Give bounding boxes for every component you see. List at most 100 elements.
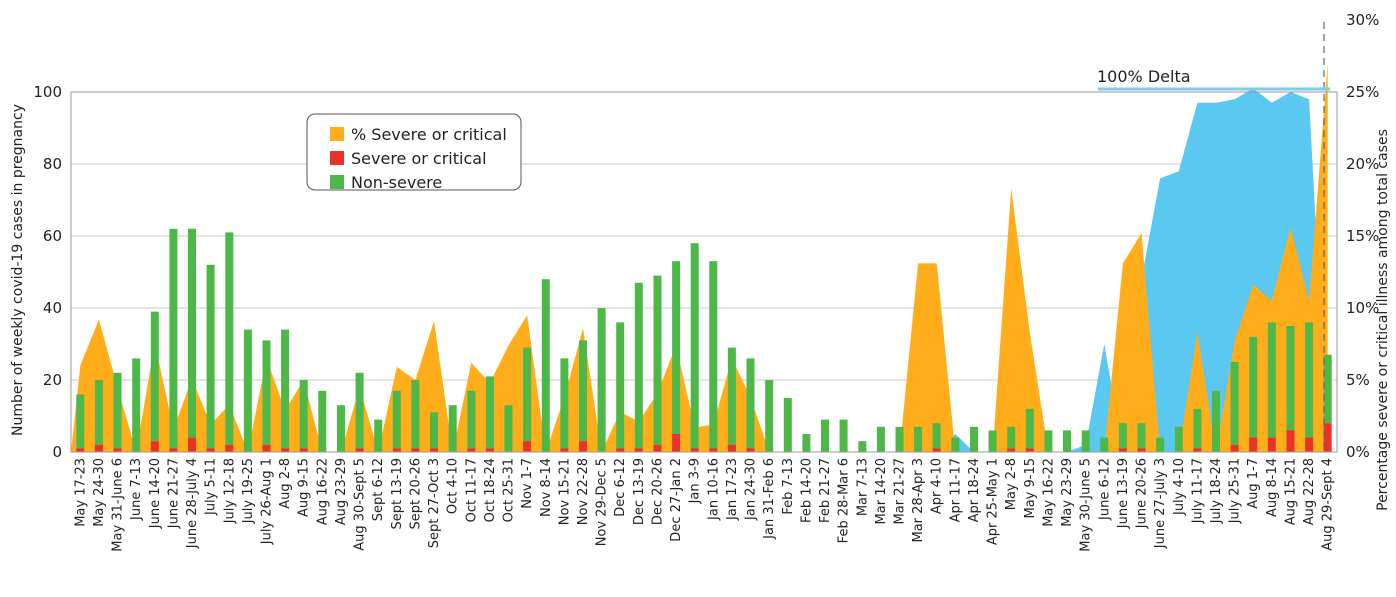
bar-non-severe	[616, 322, 625, 449]
bar-non-severe	[1100, 437, 1109, 452]
x-tick-label: Oct 4-10	[446, 458, 461, 514]
bar-non-severe	[988, 430, 997, 452]
x-tick-label: Nov 29-Dec 5	[595, 458, 610, 546]
bar-non-severe	[430, 412, 438, 449]
bar-non-severe	[1081, 430, 1090, 452]
x-tick-label: Oct 25-31	[502, 458, 517, 522]
bar-non-severe	[374, 419, 383, 452]
bar-non-severe	[132, 358, 141, 452]
bar-severe	[1286, 430, 1295, 452]
bar-non-severe	[411, 380, 420, 449]
bar-non-severe	[281, 329, 290, 449]
bar-non-severe	[653, 275, 662, 445]
bar-severe	[1305, 437, 1314, 452]
x-tick-label: July 26-Aug 1	[260, 458, 275, 545]
x-tick-label: Aug 8-14	[1265, 458, 1280, 517]
x-tick-label: May 16-22	[1041, 458, 1056, 527]
bar-non-severe	[1323, 354, 1332, 424]
x-tick-label: July 12-18	[222, 458, 237, 524]
bar-severe	[523, 441, 532, 452]
bar-non-severe	[858, 441, 867, 452]
x-tick-label: Aug 1-7	[1246, 458, 1261, 509]
right-y-ticks: 0% 5% 10% 15% 20% 25% 30%	[1346, 11, 1379, 461]
bar-severe	[76, 448, 85, 452]
x-tick-label: Jan 31-Feb 6	[762, 458, 777, 540]
bar-non-severe	[1063, 430, 1071, 452]
x-tick-label: Mar 21-27	[893, 458, 908, 524]
legend-label-severe: Severe or critical	[351, 149, 487, 168]
right-y-tick-label: 15%	[1346, 227, 1379, 245]
legend: % Severe or critical Severe or critical …	[306, 113, 522, 192]
bar-non-severe	[709, 261, 718, 449]
right-y-tick-label: 0%	[1346, 443, 1370, 461]
bar-non-severe	[597, 308, 606, 452]
x-tick-label: Jan 3-9	[688, 458, 703, 504]
bar-non-severe	[839, 419, 848, 452]
bar-non-severe	[579, 340, 587, 442]
bar-severe	[727, 444, 736, 452]
bar-non-severe	[1118, 423, 1127, 449]
bar-non-severe	[690, 243, 699, 449]
bar-non-severe	[802, 434, 811, 452]
right-y-tick-label: 5%	[1346, 371, 1370, 389]
x-tick-label: Mar 28-Apr 3	[911, 458, 926, 543]
left-y-tick-label: 20	[43, 371, 62, 389]
x-tick-label: Dec 27-Jan 2	[669, 458, 684, 542]
bar-non-severe	[337, 405, 345, 452]
x-tick-label: July 5-11	[204, 458, 219, 516]
bar-non-severe	[1286, 326, 1295, 431]
legend-swatch-non-severe	[330, 175, 344, 189]
legend-label-non-severe: Non-severe	[351, 173, 442, 192]
bar-non-severe	[1212, 390, 1220, 452]
bar-non-severe	[821, 419, 829, 452]
bar-severe	[150, 441, 159, 452]
right-y-tick-label: 30%	[1346, 11, 1379, 29]
bar-non-severe	[1007, 426, 1016, 449]
x-tick-label: June 28-July 4	[185, 458, 200, 549]
x-tick-label: Aug 9-15	[297, 458, 312, 517]
left-y-tick-label: 60	[43, 227, 62, 245]
x-tick-label: Nov 8-14	[539, 458, 554, 517]
x-tick-label: May 31-June 6	[111, 458, 126, 552]
x-tick-label: Mar 7-13	[855, 458, 870, 516]
bar-non-severe	[541, 279, 550, 452]
bar-severe	[169, 448, 178, 452]
bar-non-severe	[895, 426, 904, 452]
bar-non-severe	[485, 376, 494, 449]
right-y-tick-label: 20%	[1346, 155, 1379, 173]
bar-non-severe	[1305, 322, 1314, 438]
left-y-tick-label: 0	[52, 443, 62, 461]
bar-non-severe	[765, 380, 774, 452]
x-tick-label: Jan 10-16	[706, 458, 721, 521]
x-tick-label: Mar 14-20	[874, 458, 889, 524]
x-tick-label: Aug 16-22	[315, 458, 330, 525]
bar-severe	[299, 448, 308, 452]
bar-non-severe	[150, 311, 159, 442]
bar-severe	[1249, 437, 1258, 452]
bar-severe	[94, 444, 103, 452]
bar-severe	[1137, 448, 1146, 452]
bar-severe	[653, 444, 662, 452]
bar-severe	[430, 448, 438, 452]
x-tick-label: Apr 11-17	[948, 458, 963, 522]
x-tick-label: Aug 22-28	[1302, 458, 1317, 525]
x-tick-label: Feb 7-13	[781, 458, 796, 515]
x-tick-label: Nov 1-7	[520, 458, 535, 509]
bar-non-severe	[169, 228, 178, 449]
bar-non-severe	[318, 390, 327, 452]
x-tick-label: Nov 22-28	[576, 458, 591, 525]
x-tick-label: Aug 15-21	[1284, 458, 1299, 525]
x-tick-label: May 2-8	[1004, 458, 1019, 510]
bar-non-severe	[504, 405, 513, 452]
x-tick-label: Feb 14-20	[799, 458, 814, 523]
bar-non-severe	[1230, 362, 1239, 445]
bar-non-severe	[206, 264, 215, 449]
bar-severe	[485, 448, 494, 452]
x-tick-label: Sept 27-Oct 3	[427, 458, 442, 548]
bar-severe	[355, 448, 364, 452]
bar-severe	[1230, 444, 1239, 452]
x-tick-label: Dec 6-12	[613, 458, 628, 517]
bar-severe	[411, 448, 420, 452]
x-tick-label: Nov 15-21	[557, 458, 572, 525]
bar-non-severe	[1137, 423, 1146, 449]
